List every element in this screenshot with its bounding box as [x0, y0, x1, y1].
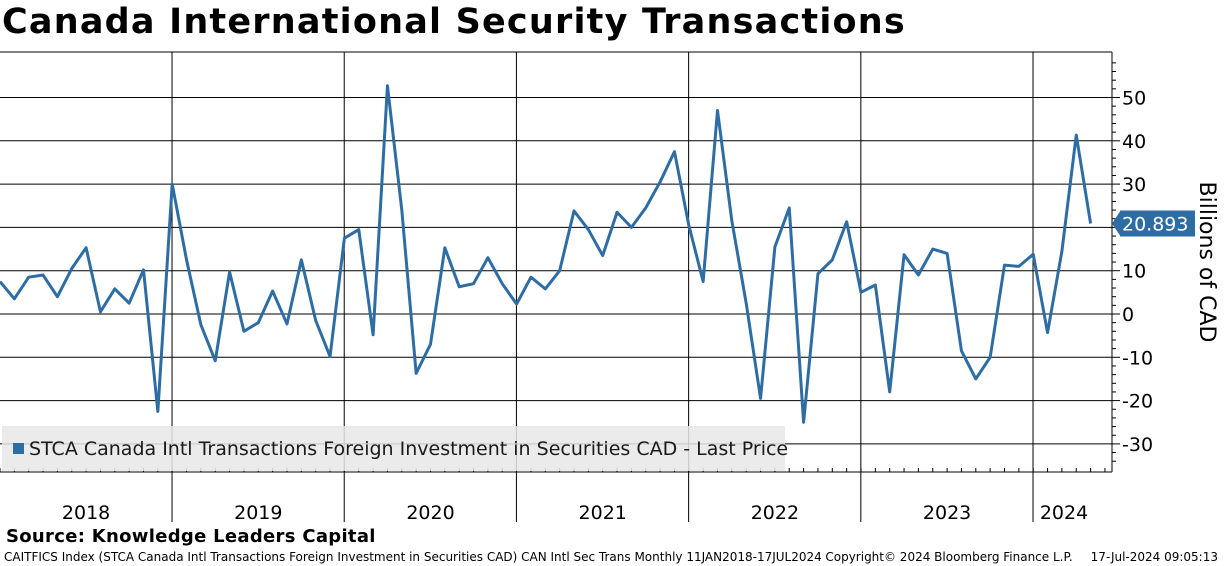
- chart-title: Canada International Security Transactio…: [2, 2, 906, 42]
- x-tick-label: 2018: [62, 502, 110, 524]
- source-note: Source: Knowledge Leaders Capital: [6, 526, 376, 547]
- x-axis: 2018 2019 2020 2021 2022 2023 2024: [0, 468, 1112, 524]
- x-tick-label: 2024: [1040, 502, 1088, 524]
- y-tick-label: -10: [1122, 347, 1153, 369]
- last-value-label: 20.893: [1122, 214, 1188, 236]
- legend-swatch: [13, 443, 24, 454]
- legend-box: [2, 426, 785, 471]
- y-tick-label: 40: [1122, 131, 1146, 153]
- footer-right: Copyright© 2024 Bloomberg Finance L.P. 17…: [807, 550, 1218, 564]
- x-tick-label: 2019: [234, 502, 282, 524]
- y-tick-label: -20: [1122, 391, 1153, 413]
- index-info: CAITFICS Index (STCA Canada Intl Transac…: [4, 550, 822, 564]
- x-tick-label: 2021: [579, 502, 627, 524]
- x-tick-label: 2022: [751, 502, 799, 524]
- y-tick-label: 0: [1122, 304, 1134, 326]
- last-value-arrow: [1112, 211, 1120, 236]
- y-tick-label: 10: [1122, 261, 1146, 283]
- legend-label: STCA Canada Intl Transactions Foreign In…: [29, 438, 788, 460]
- last-value-marker: 20.893: [1112, 210, 1195, 237]
- y-axis: 50403020100-10-20-30: [1111, 52, 1153, 472]
- timestamp: 17-Jul-2024 09:05:13: [1090, 550, 1218, 564]
- x-tick-label: 2020: [406, 502, 454, 524]
- x-tick-label: 2023: [923, 502, 971, 524]
- copyright: Copyright© 2024 Bloomberg Finance L.P.: [825, 550, 1073, 564]
- y-tick-label: -30: [1122, 434, 1153, 456]
- y-tick-label: 50: [1122, 88, 1146, 110]
- y-axis-title: Billions of CAD: [1194, 182, 1219, 343]
- series-group: [0, 84, 1093, 424]
- last-value-box: [1120, 210, 1195, 237]
- y-tick-label: 30: [1122, 174, 1146, 196]
- series-line: [0, 84, 1093, 424]
- legend: STCA Canada Intl Transactions Foreign In…: [2, 426, 788, 471]
